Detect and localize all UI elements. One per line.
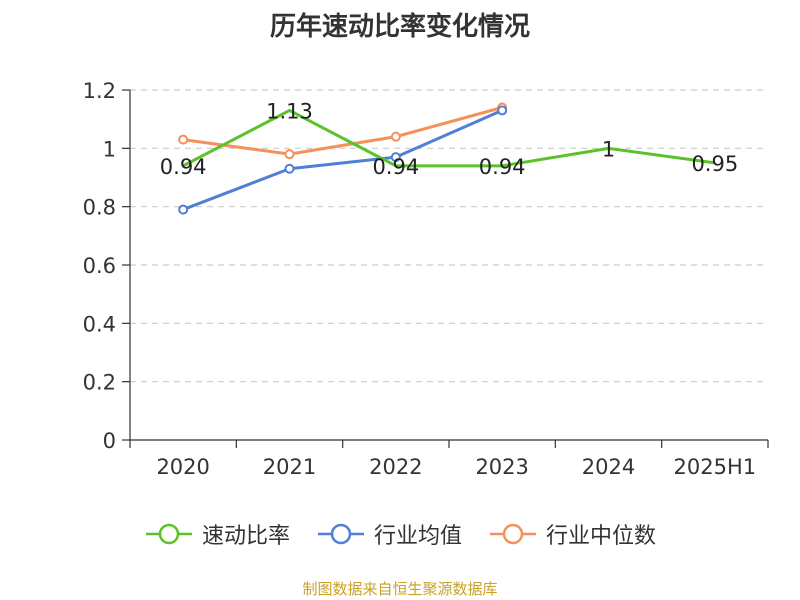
data-label: 0.94 [479, 155, 526, 179]
legend-label: 行业中位数 [546, 524, 657, 549]
x-tick-label: 2023 [475, 455, 528, 479]
data-point [390, 131, 401, 142]
data-label: 1.13 [266, 99, 313, 123]
series-line [182, 109, 503, 211]
legend-swatch [145, 523, 192, 545]
data-point [390, 152, 401, 163]
data-label: 0.94 [372, 155, 419, 179]
grid-lines [130, 89, 768, 383]
data-label: 0.94 [160, 155, 207, 179]
x-tick-label: 2020 [156, 455, 209, 479]
x-tick-label: 2022 [369, 455, 422, 479]
y-tick-label: 0.4 [83, 312, 116, 336]
y-tick-label: 0.8 [83, 196, 116, 220]
legend: 速动比率 行业均值 行业中位数 [0, 518, 800, 550]
data-point [178, 134, 189, 145]
legend-label: 行业均值 [373, 524, 462, 549]
y-tick-label: 0 [103, 429, 116, 453]
legend-label: 速动比率 [201, 524, 290, 549]
series-line [182, 106, 503, 156]
y-tick-label: 1.2 [83, 79, 116, 103]
y-tick-label: 0.6 [83, 254, 116, 278]
series [178, 102, 716, 215]
y-tick-label: 1 [103, 137, 116, 161]
data-labels: 0.94 1.13 0.94 0.94 1 0.95 [160, 99, 738, 178]
chart-title: 历年速动比率变化情况 [269, 12, 530, 42]
legend-item[interactable]: 行业中位数 [488, 518, 656, 550]
x-tick-label: 2021 [263, 455, 316, 479]
data-point [284, 149, 295, 160]
series-line [182, 108, 716, 168]
data-point [284, 163, 295, 174]
legend-swatch [490, 523, 536, 545]
legend-swatch [317, 523, 364, 545]
axes: 0 0.2 0.4 0.6 0.8 1 1.2 2020 2021 2022 2023 2024 202… [83, 79, 769, 479]
data-point [497, 105, 508, 116]
data-label: 1 [602, 137, 615, 161]
source-note: 制图数据来自恒生聚源数据库 [302, 580, 498, 598]
y-tick-label: 0.2 [83, 371, 116, 395]
data-label: 0.95 [691, 152, 738, 176]
data-point [178, 204, 189, 215]
legend-item[interactable]: 行业均值 [316, 518, 462, 550]
legend-item[interactable]: 速动比率 [144, 518, 290, 550]
x-tick-label: 2024 [582, 455, 635, 479]
x-tick-label: 2025H1 [674, 455, 757, 479]
